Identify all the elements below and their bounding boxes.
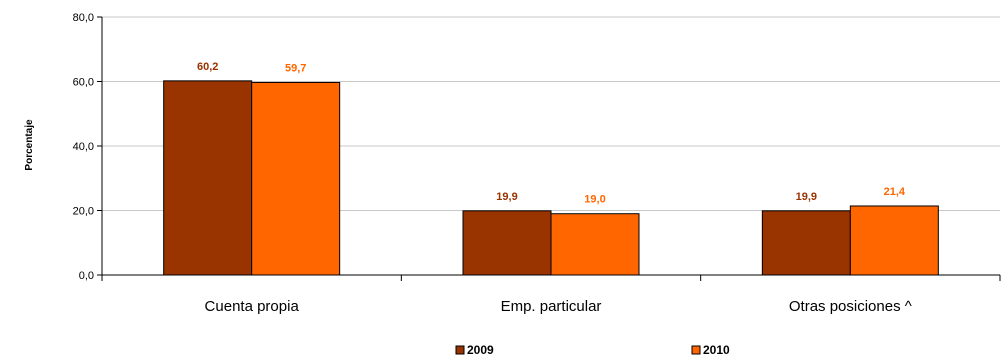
data-label: 21,4 (884, 186, 906, 198)
data-label: 19,9 (496, 191, 517, 203)
data-labels: 60,2 59,7 19,9 19,0 19,9 21,4 (197, 61, 906, 206)
bar-2009 (761, 210, 851, 276)
x-category-label: Otras posiciones ^ (789, 298, 912, 315)
y-axis-label: Porcentaje (24, 119, 35, 171)
x-category-labels: Cuenta propia Emp. particular Otras posici… (205, 298, 912, 315)
data-label: 59,7 (285, 62, 306, 74)
legend-swatch (455, 345, 465, 355)
bar-2009 (163, 80, 253, 276)
y-tick-label: 0,0 (79, 270, 94, 282)
data-label: 60,2 (197, 61, 218, 73)
bar-2010 (550, 213, 640, 276)
bar-2009 (462, 210, 552, 276)
y-tick-label: 80,0 (73, 12, 94, 24)
bars (163, 80, 939, 276)
bar-2010 (849, 205, 939, 276)
data-label: 19,9 (796, 191, 817, 203)
y-tick-labels: 0,0 20,0 40,0 60,0 80,0 (73, 12, 94, 282)
bar-2010 (251, 81, 341, 276)
y-tick-label: 20,0 (73, 206, 94, 218)
legend-label: 2010 (703, 343, 730, 357)
legend: 2009 2010 (455, 343, 730, 357)
x-category-label: Emp. particular (501, 298, 602, 315)
data-label: 19,0 (584, 194, 605, 206)
legend-label: 2009 (467, 343, 494, 357)
legend-swatch (691, 345, 701, 355)
x-category-label: Cuenta propia (205, 298, 300, 315)
y-tick-label: 60,0 (73, 77, 94, 89)
y-tick-label: 40,0 (73, 141, 94, 153)
